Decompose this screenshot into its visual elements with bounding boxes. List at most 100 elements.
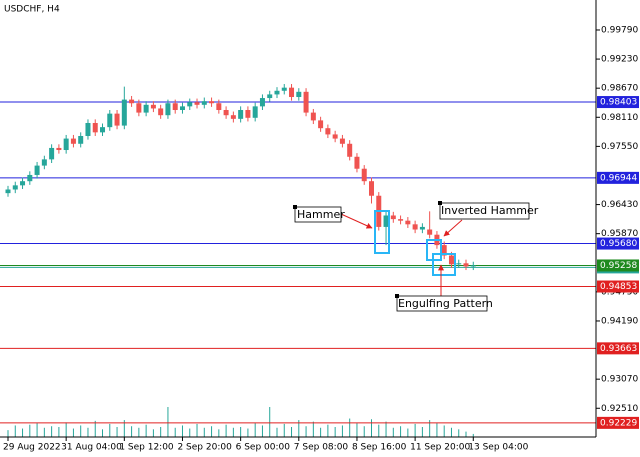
candle-body	[354, 156, 360, 169]
x-tick-label: 6 Sep 00:00	[236, 443, 291, 453]
annotation: Inverted Hammer	[441, 204, 539, 217]
y-tick-label: 0.92510	[601, 404, 638, 414]
candle-body	[281, 87, 287, 91]
level-label: 0.98403	[600, 98, 637, 108]
annotation-box	[439, 202, 530, 220]
candle-body	[143, 104, 149, 113]
candle-body	[339, 138, 345, 144]
candle-body	[63, 138, 69, 151]
level-label-bg	[597, 280, 639, 293]
level-label-bg	[597, 259, 639, 272]
y-tick-label: 0.96430	[601, 200, 638, 210]
candle-body	[390, 215, 396, 220]
level-label: 0.92229	[600, 418, 637, 428]
candle-body	[441, 245, 447, 256]
y-tick-label: 0.98670	[601, 84, 638, 94]
plot-area: 0.99790 0.99230 0.98670 0.98110 0.97550 0.964…	[0, 25, 638, 437]
candle-body	[100, 127, 106, 133]
y-tick-label: 0.97550	[601, 142, 638, 152]
hammer-box	[374, 210, 390, 254]
candle-body	[332, 134, 338, 139]
level-label: 0.95680	[600, 239, 637, 249]
level-label-bg	[597, 171, 639, 184]
level-label-bg	[597, 416, 639, 429]
arrow	[340, 213, 373, 229]
y-tick-label: 0.93070	[601, 375, 638, 385]
level-label: 0.95258	[600, 261, 637, 271]
x-tick-label: 13 Sep 04:00	[468, 443, 528, 453]
candle-body	[289, 87, 295, 98]
candle-body	[463, 263, 469, 267]
candle-body	[150, 104, 156, 109]
x-tick-label: 2 Sep 20:00	[177, 443, 232, 453]
candle-body	[223, 110, 229, 116]
candle-body	[412, 224, 418, 230]
candle-body	[34, 165, 40, 175]
candle-body	[361, 168, 367, 182]
candle-body	[470, 265, 476, 267]
candle-body	[347, 143, 353, 157]
x-tick-label: 29 Aug 2022	[3, 443, 61, 453]
candle-body	[318, 120, 324, 129]
candle-body	[238, 110, 244, 119]
candle-body	[187, 102, 193, 107]
candle-body	[107, 113, 113, 128]
candle-body	[194, 102, 200, 105]
candle-body	[448, 255, 454, 265]
level-label: 0.93663	[600, 344, 637, 354]
y-tick-label: 0.95870	[601, 229, 638, 239]
candle-body	[201, 101, 207, 105]
candle-body	[419, 226, 425, 230]
candle-body	[209, 101, 215, 104]
x-tick-label: 8 Sep 16:00	[352, 443, 407, 453]
candle-body	[41, 159, 47, 166]
candle-body	[296, 91, 302, 98]
candle-body	[383, 215, 389, 227]
candle-body	[325, 128, 331, 135]
candle-body	[230, 115, 236, 119]
candle-body	[172, 103, 178, 111]
candle-body	[27, 174, 33, 182]
candle-body	[252, 106, 258, 118]
candle-body	[216, 103, 222, 111]
x-tick-label: 1 Sep 12:00	[119, 443, 174, 453]
y-tick-label: 0.98110	[601, 113, 638, 123]
candle-body	[274, 90, 280, 95]
x-tick-label: 31 Aug 04:00	[61, 443, 122, 453]
annotation: Hammer	[297, 208, 345, 221]
candle-body	[259, 98, 265, 107]
candle-body	[5, 189, 11, 194]
anchor	[293, 205, 297, 209]
y-tick-label: 0.99790	[601, 25, 638, 35]
anchor	[395, 294, 399, 298]
candle-body	[114, 113, 120, 126]
candle-body	[165, 103, 171, 116]
x-tick-label: 7 Sep 08:00	[294, 443, 349, 453]
candle-body	[267, 94, 273, 99]
candle-body	[70, 138, 76, 144]
candle-body	[92, 122, 98, 133]
candle-body	[136, 103, 142, 113]
y-tick-label: 0.99230	[601, 55, 638, 65]
candle-body	[129, 99, 135, 104]
candle-body	[369, 181, 374, 196]
annotation-box	[396, 295, 488, 312]
candle-body	[456, 263, 462, 265]
candle-body	[427, 229, 433, 235]
candle-body	[20, 181, 26, 186]
candle-body	[85, 122, 91, 136]
y-tick-label: 0.94190	[601, 316, 638, 326]
candle-body	[405, 220, 411, 225]
candle-body	[179, 106, 185, 111]
candle-body	[12, 185, 18, 190]
chart-title: USDCHF, H4	[4, 5, 60, 15]
candle-body	[303, 91, 309, 113]
candle-body	[398, 219, 404, 221]
candle-body	[78, 135, 84, 144]
annotation-box	[294, 206, 342, 223]
x-tick-label: 11 Sep 20:00	[410, 443, 470, 453]
level-label: 0.94853	[600, 282, 637, 292]
engulfing-box	[432, 253, 456, 276]
candle-body	[310, 112, 316, 121]
